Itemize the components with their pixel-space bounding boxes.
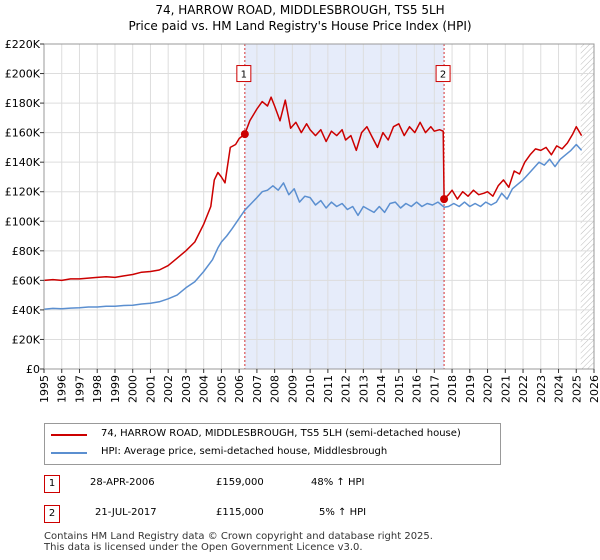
y-tick-label: £200K <box>5 68 41 81</box>
y-tick-label: £20K <box>12 333 41 346</box>
x-tick-label: 1997 <box>73 375 86 403</box>
y-tick-label: £160K <box>5 127 41 140</box>
x-tick-label: 2025 <box>570 375 583 403</box>
y-tick-label: £140K <box>5 156 41 169</box>
transaction-hpi-1: 48% ↑ HPI <box>311 477 365 488</box>
x-tick-label: 1998 <box>91 375 104 403</box>
marker-1-badge-label: 1 <box>241 70 247 81</box>
y-tick-label: £80K <box>12 245 41 258</box>
x-tick-label: 2015 <box>393 375 406 403</box>
sale-point-2 <box>440 195 449 204</box>
x-tick-label: 2021 <box>499 375 512 403</box>
transaction-date-2: 21-JUL-2017 <box>95 507 157 518</box>
y-tick-label: £180K <box>5 97 41 110</box>
x-tick-label: 1995 <box>38 375 51 403</box>
x-tick-label: 2002 <box>162 375 175 403</box>
footer-licence: This data is licensed under the Open Gov… <box>44 542 363 553</box>
forecast-hatched-region <box>580 44 594 369</box>
x-tick-label: 2013 <box>357 375 370 403</box>
x-tick-label: 2004 <box>198 375 211 403</box>
y-tick-label: £100K <box>5 215 41 228</box>
x-tick-label: 2018 <box>446 375 459 403</box>
y-tick-label: £40K <box>12 304 41 317</box>
y-tick-label: £0 <box>26 363 40 376</box>
y-tick-label: £60K <box>12 274 41 287</box>
plot-frame <box>43 43 595 370</box>
x-tick-label: 2003 <box>180 375 193 403</box>
transaction-badge-2: 2 <box>44 505 60 523</box>
x-tick-label: 2007 <box>251 375 264 403</box>
chart-title-line2: Price paid vs. HM Land Registry's House … <box>128 19 472 33</box>
y-tick-label: £120K <box>5 186 41 199</box>
legend-swatch-hpi <box>51 452 87 454</box>
x-tick-label: 2006 <box>233 375 246 403</box>
x-tick-label: 2016 <box>411 375 424 403</box>
x-tick-label: 2023 <box>535 375 548 403</box>
property-series-line <box>43 96 583 282</box>
transaction-row-1: 1 28-APR-2006 £159,000 48% ↑ HPI <box>44 475 544 495</box>
x-tick-label: 2020 <box>482 375 495 403</box>
x-tick-label: 2011 <box>322 375 335 403</box>
transaction-hpi-2: 5% ↑ HPI <box>319 507 367 518</box>
transaction-date-1: 28-APR-2006 <box>90 477 155 488</box>
marker-1-badge <box>236 65 252 83</box>
chart-title-line1: 74, HARROW ROAD, MIDDLESBROUGH, TS5 5LH <box>155 3 445 17</box>
x-tick-label: 2024 <box>553 375 566 403</box>
legend-label-property: 74, HARROW ROAD, MIDDLESBROUGH, TS5 5LH … <box>101 428 461 439</box>
y-tick-label: £220K <box>5 38 41 51</box>
sale-point-1 <box>240 130 249 139</box>
legend-label-hpi: HPI: Average price, semi-detached house,… <box>101 446 388 457</box>
footer: Contains HM Land Registry data © Crown c… <box>44 531 433 553</box>
x-tick-label: 2000 <box>127 375 140 403</box>
x-tick-label: 2001 <box>144 375 157 403</box>
legend-swatch-property <box>51 434 87 436</box>
hpi-series-line <box>43 143 583 310</box>
x-tick-label: 1996 <box>56 375 69 403</box>
price-chart: 1 2 £0 £20K £40K £60K £80K £100K £120K £140K £160K… <box>5 38 600 403</box>
x-tick-label: 2012 <box>340 375 353 403</box>
transaction-badge-1: 1 <box>44 475 60 493</box>
footer-copyright: Contains HM Land Registry data © Crown c… <box>44 531 433 542</box>
marker-2-badge-label: 2 <box>440 70 446 81</box>
x-tick-label: 2019 <box>464 375 477 403</box>
x-tick-label: 2010 <box>304 375 317 403</box>
legend: 74, HARROW ROAD, MIDDLESBROUGH, TS5 5LH … <box>44 423 501 465</box>
x-tick-label: 2014 <box>375 375 388 403</box>
transaction-row-2: 2 21-JUL-2017 £115,000 5% ↑ HPI <box>44 505 544 525</box>
x-tick-label: 2017 <box>428 375 441 403</box>
x-tick-label: 2026 <box>588 375 600 403</box>
x-tick-label: 2022 <box>517 375 530 403</box>
x-tick-label: 2008 <box>269 375 282 403</box>
transaction-price-2: £115,000 <box>216 507 264 518</box>
transaction-price-1: £159,000 <box>216 477 264 488</box>
x-tick-label: 2005 <box>215 375 228 403</box>
x-tick-label: 2009 <box>286 375 299 403</box>
marker-2-badge <box>435 65 451 83</box>
x-tick-label: 1999 <box>109 375 122 403</box>
